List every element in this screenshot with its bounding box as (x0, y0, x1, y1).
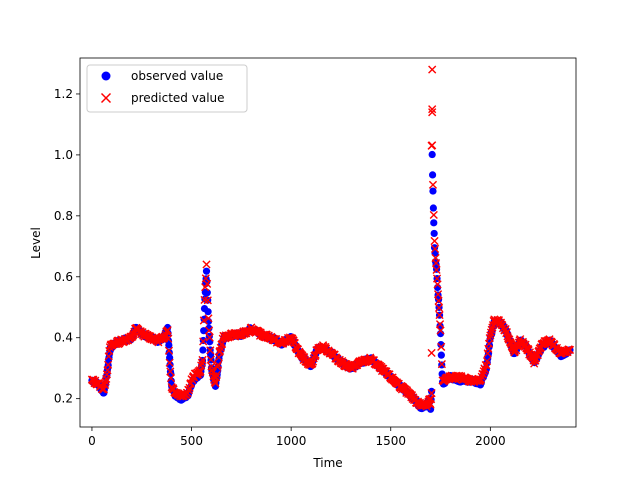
legend-box (86, 64, 248, 113)
predicted-point (427, 141, 436, 150)
legend-observed-marker (101, 71, 111, 81)
legend: observed value predicted value (86, 64, 248, 113)
x-tick-label: 1000 (276, 434, 307, 448)
predicted-point (163, 326, 172, 335)
observed-point (165, 341, 173, 349)
observed-point (166, 354, 174, 362)
predicted-point (212, 370, 221, 379)
predicted-point (165, 358, 174, 367)
observed-point (437, 351, 445, 359)
predicted-point (216, 346, 225, 355)
predicted-point (435, 310, 444, 320)
predicted-point (205, 333, 214, 342)
y-tick-label: 0.4 (54, 331, 73, 345)
predicted-point (437, 342, 446, 351)
predicted-point (437, 360, 446, 369)
predicted-point (565, 345, 575, 355)
predicted-point (184, 386, 193, 395)
predicted-point (206, 346, 215, 355)
x-tick-label: 2000 (475, 434, 506, 448)
observed-point (166, 361, 174, 369)
predicted-point (198, 355, 207, 365)
observed-point (434, 296, 443, 304)
data-points (87, 65, 575, 413)
plot-frame (79, 57, 577, 428)
observed-point (165, 348, 173, 357)
observed-point (429, 204, 437, 212)
predicted-point (432, 265, 441, 275)
observed-point (203, 289, 211, 297)
y-tick-label: 0.8 (54, 209, 73, 223)
predicted-point (308, 359, 317, 368)
predicted-point (428, 65, 437, 74)
y-axis-ticks: 0.2 0.4 0.6 0.8 1.0 1.2 (54, 87, 80, 406)
predicted-point (428, 105, 437, 114)
x-tick-label: 0 (88, 434, 96, 448)
y-tick-label: 1.2 (54, 87, 73, 101)
y-tick-label: 0.2 (54, 392, 73, 406)
predicted-point (213, 362, 222, 371)
predicted-point (212, 373, 221, 382)
predicted-point (433, 280, 442, 289)
predicted-point (199, 316, 208, 325)
observed-point (428, 150, 436, 159)
observed-point (428, 171, 437, 179)
predicted-point (434, 296, 443, 305)
observed-point (204, 308, 212, 316)
predicted-point (434, 303, 444, 312)
legend-predicted-label: predicted value (131, 91, 225, 105)
predicted-point (164, 346, 174, 355)
predicted-point (214, 360, 223, 369)
observed-point (199, 346, 207, 354)
predicted-point (200, 295, 209, 305)
predicted-point (199, 337, 208, 346)
predicted-point (203, 296, 212, 305)
predicted-point (204, 314, 213, 323)
observed-point (430, 229, 438, 238)
predicted-point (433, 290, 443, 299)
predicted-point (166, 374, 176, 383)
x-axis-ticks: 0 500 1000 1500 2000 (88, 427, 506, 448)
predicted-point (206, 355, 215, 364)
x-axis-label: Time (312, 456, 342, 470)
predicted-point (203, 279, 212, 288)
predicted-point (197, 358, 206, 367)
predicted-point (431, 258, 441, 268)
predicted-point (204, 326, 214, 335)
observed-point (202, 267, 211, 275)
y-axis-label: Level (29, 227, 43, 259)
legend-observed-label: observed value (131, 69, 223, 83)
predicted-point (428, 180, 438, 189)
predicted-point (428, 108, 437, 117)
y-tick-label: 0.6 (54, 270, 73, 284)
predicted-point (164, 334, 173, 343)
predicted-point (103, 360, 113, 369)
predicted-point (101, 377, 110, 386)
observed-point (429, 187, 437, 195)
predicted-point (166, 367, 175, 376)
predicted-point (202, 260, 211, 269)
observed-point (427, 387, 436, 395)
observed-point (437, 340, 445, 349)
y-tick-label: 1.0 (54, 148, 73, 162)
predicted-point (430, 244, 440, 253)
predicted-point (427, 348, 436, 358)
predicted-point (436, 326, 445, 335)
observed-point (430, 219, 438, 227)
legend-predicted-marker (100, 92, 112, 104)
predicted-point (429, 210, 438, 220)
predicted-point (435, 320, 445, 329)
predicted-point (430, 236, 439, 246)
predicted-point (482, 356, 492, 366)
x-tick-label: 500 (180, 434, 203, 448)
observed-point (205, 324, 213, 332)
predicted-point (487, 325, 496, 334)
plot-area (80, 58, 576, 427)
predicted-point (427, 389, 436, 398)
predicted-point (289, 336, 298, 345)
x-tick-label: 1500 (375, 434, 406, 448)
